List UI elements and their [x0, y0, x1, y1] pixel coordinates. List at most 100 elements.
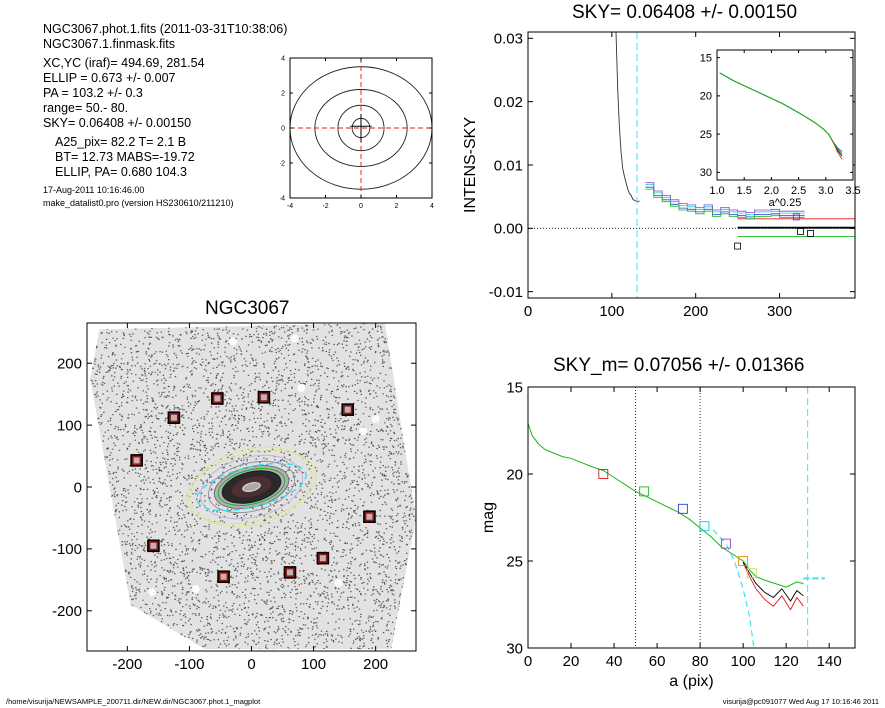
y-tick-label: 30	[506, 640, 523, 657]
binned-profile-cyan	[645, 184, 805, 215]
sky-line: SKY= 0.06408 +/- 0.00150	[43, 116, 192, 130]
pa-line: PA = 103.2 +/- 0.3	[43, 86, 143, 100]
sky-series	[528, 32, 855, 298]
mag-title: SKY_m= 0.07056 +/- 0.01366	[553, 355, 805, 376]
sky-box-inner	[133, 457, 140, 464]
intensity-profile	[615, 32, 640, 203]
sky-box-inner	[366, 513, 373, 520]
profile-box-marker	[738, 556, 749, 566]
inset-series	[719, 72, 843, 160]
mag-profile-green	[528, 423, 804, 588]
profile-box-marker	[720, 538, 731, 549]
sky-box-marker	[807, 229, 814, 237]
sky-box-inner	[214, 395, 221, 402]
inset-profile-green	[719, 72, 843, 155]
x-tick-label: 120	[774, 653, 799, 670]
center-line: XC,YC (iraf)= 494.69, 281.54	[43, 56, 205, 70]
y-tick-label: 200	[57, 355, 82, 372]
y-tick-label: -100	[52, 541, 82, 558]
x-tick-label: 100	[599, 303, 624, 320]
fit-ellipse-cyan	[196, 462, 307, 512]
y-tick-label: 100	[57, 417, 82, 434]
x-tick-label: 3.5	[845, 185, 860, 197]
x-tick-label: -2	[322, 203, 328, 210]
sky-box-inner	[170, 414, 177, 421]
galaxy-isophote	[190, 446, 313, 528]
y-tick-label: 15	[506, 379, 523, 396]
masked-star	[297, 383, 306, 392]
y-tick-label: 0.01	[494, 157, 523, 174]
x-tick-label: 40	[606, 653, 623, 670]
y-tick-label: 30	[700, 167, 712, 179]
contour-plot: -4 -2 0 2 4 -4 -2 0 2 4	[280, 55, 434, 210]
y-tick-label: -0.01	[489, 284, 523, 301]
x-tick-label: -100	[174, 656, 204, 673]
bt-line: BT= 12.73 MABS=-19.72	[55, 150, 195, 164]
x-tick-label: 2.5	[791, 185, 806, 197]
footer-path: /home/visurija/NEWSAMPLE_200711.dir/NEW.…	[6, 697, 261, 706]
galaxy-isophote	[207, 460, 296, 514]
mask-file-line: NGC3067.1.finmask.fits	[43, 37, 175, 51]
x-tick-label: 2.0	[764, 185, 779, 197]
y-tick-label: 0	[281, 125, 285, 132]
x-tick-label: 200	[683, 303, 708, 320]
binned-profile-purple	[645, 182, 805, 213]
profile-box-marker	[639, 486, 650, 497]
footer-user-date: visurija@pc091077 Wed Aug 17 10:16:46 20…	[722, 697, 879, 706]
sky-box-inner	[260, 394, 267, 401]
y-tick-label: 20	[700, 91, 712, 103]
inset-background	[717, 50, 853, 180]
y-tick-label: -4	[280, 195, 285, 202]
x-tick-label: 100	[731, 653, 756, 670]
sky-box-inner	[150, 542, 157, 549]
y-tick-label: 0.00	[494, 221, 523, 238]
y-tick-label: 0	[74, 479, 82, 496]
ellip-pa-line: ELLIP, PA= 0.680 104.3	[55, 165, 187, 179]
sky-box-marker	[792, 213, 800, 221]
sky-box-inner	[319, 555, 326, 562]
x-tick-label: 200	[363, 656, 388, 673]
masked-star	[290, 334, 299, 343]
x-tick-label: 1.5	[737, 185, 752, 197]
noise-stipple	[90, 323, 416, 650]
sky-plot: 0 100 200 300 -0.01 0.00 0.01 0.02 0.03 INTENS-SK…	[462, 31, 861, 320]
x-tick-label: 3.0	[818, 185, 833, 197]
x-tick-label: 2	[395, 203, 399, 210]
sky-title: SKY= 0.06408 +/- 0.00150	[572, 2, 798, 23]
mag-profile-plot: 0 20 40 60 80 100 120 140 15 20 25 30 a (pix) mag	[480, 379, 856, 690]
mag-profile-black	[742, 561, 804, 602]
fit-ellipse-green	[217, 468, 286, 506]
y-tick-label: 15	[700, 52, 712, 64]
x-tick-label: 20	[563, 653, 580, 670]
x-tick-label: 140	[817, 653, 842, 670]
x-tick-label: 60	[649, 653, 666, 670]
x-axis-label: a (pix)	[669, 673, 713, 690]
y-tick-label: -2	[280, 160, 285, 167]
galaxy-image-plot: -200 -100 0 100 200 -200 -100 0 100 200	[52, 322, 417, 673]
mag-series	[528, 387, 825, 648]
masked-star	[228, 337, 237, 346]
x-tick-label: 0	[524, 303, 532, 320]
sky-box-inner	[286, 569, 293, 576]
y-tick-label: 2	[281, 90, 285, 97]
date-line: 17-Aug-2011 10:16:46.00	[43, 185, 145, 195]
image-field	[90, 323, 416, 650]
outer-isophote-yellow	[186, 449, 317, 525]
plot-frame	[716, 49, 854, 181]
y-tick-label: 0.02	[494, 94, 523, 111]
x-tick-label: 1.0	[709, 185, 724, 197]
profile-box-marker	[598, 469, 609, 479]
masked-star	[359, 427, 368, 436]
x-tick-label: 4	[430, 203, 434, 210]
x-tick-label: 0	[247, 656, 255, 673]
y-tick-label: 25	[700, 129, 712, 141]
binned-profile-green	[645, 188, 805, 220]
a25-line: A25_pix= 82.2 T= 2.1 B	[55, 135, 187, 149]
y-tick-label: -200	[52, 603, 82, 620]
profile-box-marker	[746, 568, 757, 579]
sky-box-marker	[797, 228, 804, 235]
x-tick-label: 80	[692, 653, 709, 670]
x-tick-label: 100	[301, 656, 326, 673]
x-tick-label: -200	[112, 656, 142, 673]
sky-box-inner	[344, 406, 351, 413]
